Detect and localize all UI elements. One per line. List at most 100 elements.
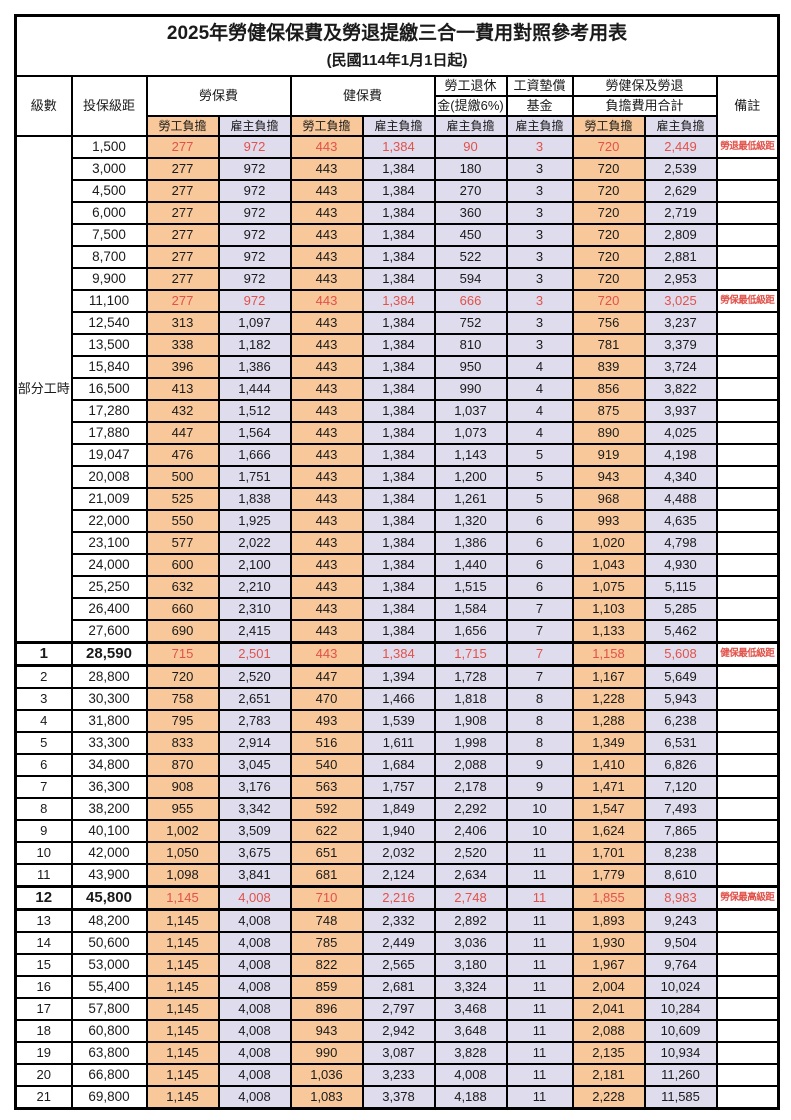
table-row: 16,500 413 1,444 443 1,384 990 4 856 3,822	[16, 377, 780, 401]
table-row: 11 43,900 1,098 3,841 681 2,124 2,634 11 1,779 8,…	[14, 863, 780, 888]
cell-fund-employer: 7	[505, 664, 574, 689]
cell-note	[715, 1019, 780, 1043]
cell-pension-employer: 594	[433, 267, 508, 291]
cell-note	[715, 179, 780, 203]
cell-note	[715, 201, 780, 225]
cell-total-employer: 11,260	[643, 1063, 718, 1087]
table-row: 1 28,590 715 2,501 443 1,384 1,715 7 1,158 5,608 健…	[14, 641, 780, 667]
cell-bracket: 34,800	[70, 753, 148, 777]
cell-level: 9	[14, 819, 73, 843]
cell-labor-employee: 1,145	[145, 975, 220, 999]
cell-labor-employer: 4,008	[217, 1085, 292, 1110]
table-row: 25,250 632 2,210 443 1,384 1,515 6 1,075 5,115	[16, 575, 780, 599]
cell-labor-employer: 4,008	[217, 931, 292, 955]
cell-bracket: 24,000	[70, 553, 148, 577]
cell-bracket: 12,540	[70, 311, 148, 335]
cell-labor-employee: 500	[145, 465, 220, 489]
cell-pension-employer: 3,648	[433, 1019, 508, 1043]
cell-total-employee: 720	[571, 223, 646, 247]
cell-health-employee: 748	[289, 908, 364, 933]
cell-note	[715, 597, 780, 621]
table-row: 19 63,800 1,145 4,008 990 3,087 3,828 11 2,135 10…	[14, 1041, 780, 1065]
cell-health-employee: 443	[289, 333, 364, 357]
cell-note	[715, 1041, 780, 1065]
cell-labor-employee: 1,145	[145, 1041, 220, 1065]
cell-total-employer: 4,635	[643, 509, 718, 533]
cell-health-employee: 470	[289, 687, 364, 711]
table-row: 4 31,800 795 2,783 493 1,539 1,908 8 1,288 6,238	[14, 709, 780, 733]
cell-health-employee: 443	[289, 355, 364, 379]
cell-pension-employer: 1,386	[433, 531, 508, 555]
cell-health-employee: 443	[289, 311, 364, 335]
cell-labor-employer: 2,520	[217, 664, 292, 689]
cell-health-employer: 3,378	[361, 1085, 436, 1110]
cell-total-employee: 968	[571, 487, 646, 511]
cell-note	[715, 487, 780, 511]
cell-labor-employer: 972	[217, 267, 292, 291]
cell-labor-employee: 1,145	[145, 1063, 220, 1087]
cell-labor-employee: 600	[145, 553, 220, 577]
cell-note	[715, 1085, 780, 1110]
cell-note	[715, 841, 780, 865]
cell-bracket: 57,800	[70, 997, 148, 1021]
cell-total-employee: 1,103	[571, 597, 646, 621]
cell-level: 12	[14, 885, 73, 911]
cell-health-employer: 2,942	[361, 1019, 436, 1043]
cell-total-employer: 5,115	[643, 575, 718, 599]
cell-total-employee: 1,893	[571, 908, 646, 933]
cell-labor-employer: 4,008	[217, 885, 292, 911]
cell-pension-employer: 666	[433, 289, 508, 313]
cell-health-employer: 1,384	[361, 465, 436, 489]
cell-labor-employee: 720	[145, 664, 220, 689]
cell-level: 16	[14, 975, 73, 999]
table-row: 6 34,800 870 3,045 540 1,684 2,088 9 1,410 6,826	[14, 753, 780, 777]
cell-health-employee: 443	[289, 223, 364, 247]
cell-labor-employee: 550	[145, 509, 220, 533]
cell-fund-employer: 4	[505, 377, 574, 401]
cell-level: 19	[14, 1041, 73, 1065]
cell-total-employee: 856	[571, 377, 646, 401]
cell-pension-employer: 1,143	[433, 443, 508, 467]
cell-health-employer: 2,681	[361, 975, 436, 999]
cell-health-employer: 1,384	[361, 311, 436, 335]
cell-total-employer: 6,826	[643, 753, 718, 777]
cell-note	[715, 465, 780, 489]
cell-fund-employer: 7	[505, 619, 574, 644]
cell-total-employer: 8,238	[643, 841, 718, 865]
cell-total-employer: 2,539	[643, 157, 718, 181]
cell-labor-employer: 1,564	[217, 421, 292, 445]
cell-note	[715, 355, 780, 379]
table-row: 5 33,300 833 2,914 516 1,611 1,998 8 1,349 6,531	[14, 731, 780, 755]
table-row: 15 53,000 1,145 4,008 822 2,565 3,180 11 1,967 9,…	[14, 953, 780, 977]
cell-labor-employee: 277	[145, 223, 220, 247]
cell-total-employee: 839	[571, 355, 646, 379]
cell-labor-employer: 3,045	[217, 753, 292, 777]
cell-health-employer: 1,466	[361, 687, 436, 711]
col-header-bracket: 投保級距	[70, 75, 148, 137]
cell-health-employer: 1,611	[361, 731, 436, 755]
cell-note	[715, 509, 780, 533]
cell-fund-employer: 3	[505, 223, 574, 247]
cell-pension-employer: 4,008	[433, 1063, 508, 1087]
cell-note	[715, 223, 780, 247]
cell-labor-employee: 1,145	[145, 885, 220, 911]
cell-fund-employer: 3	[505, 201, 574, 225]
table-row: 20,008 500 1,751 443 1,384 1,200 5 943 4,340	[16, 465, 780, 489]
cell-health-employee: 443	[289, 641, 364, 667]
cell-labor-employee: 1,145	[145, 953, 220, 977]
cell-note	[715, 443, 780, 467]
table-row: 26,400 660 2,310 443 1,384 1,584 7 1,103 5,285	[16, 597, 780, 621]
cell-labor-employee: 277	[145, 179, 220, 203]
cell-note	[715, 157, 780, 181]
cell-total-employee: 1,930	[571, 931, 646, 955]
cell-health-employee: 443	[289, 201, 364, 225]
cell-note	[715, 709, 780, 733]
cell-bracket: 33,300	[70, 731, 148, 755]
cell-labor-employee: 1,002	[145, 819, 220, 843]
cell-total-employee: 1,701	[571, 841, 646, 865]
cell-health-employer: 1,384	[361, 509, 436, 533]
cell-health-employee: 493	[289, 709, 364, 733]
cell-health-employee: 1,036	[289, 1063, 364, 1087]
cell-pension-employer: 1,037	[433, 399, 508, 423]
cell-labor-employer: 4,008	[217, 997, 292, 1021]
